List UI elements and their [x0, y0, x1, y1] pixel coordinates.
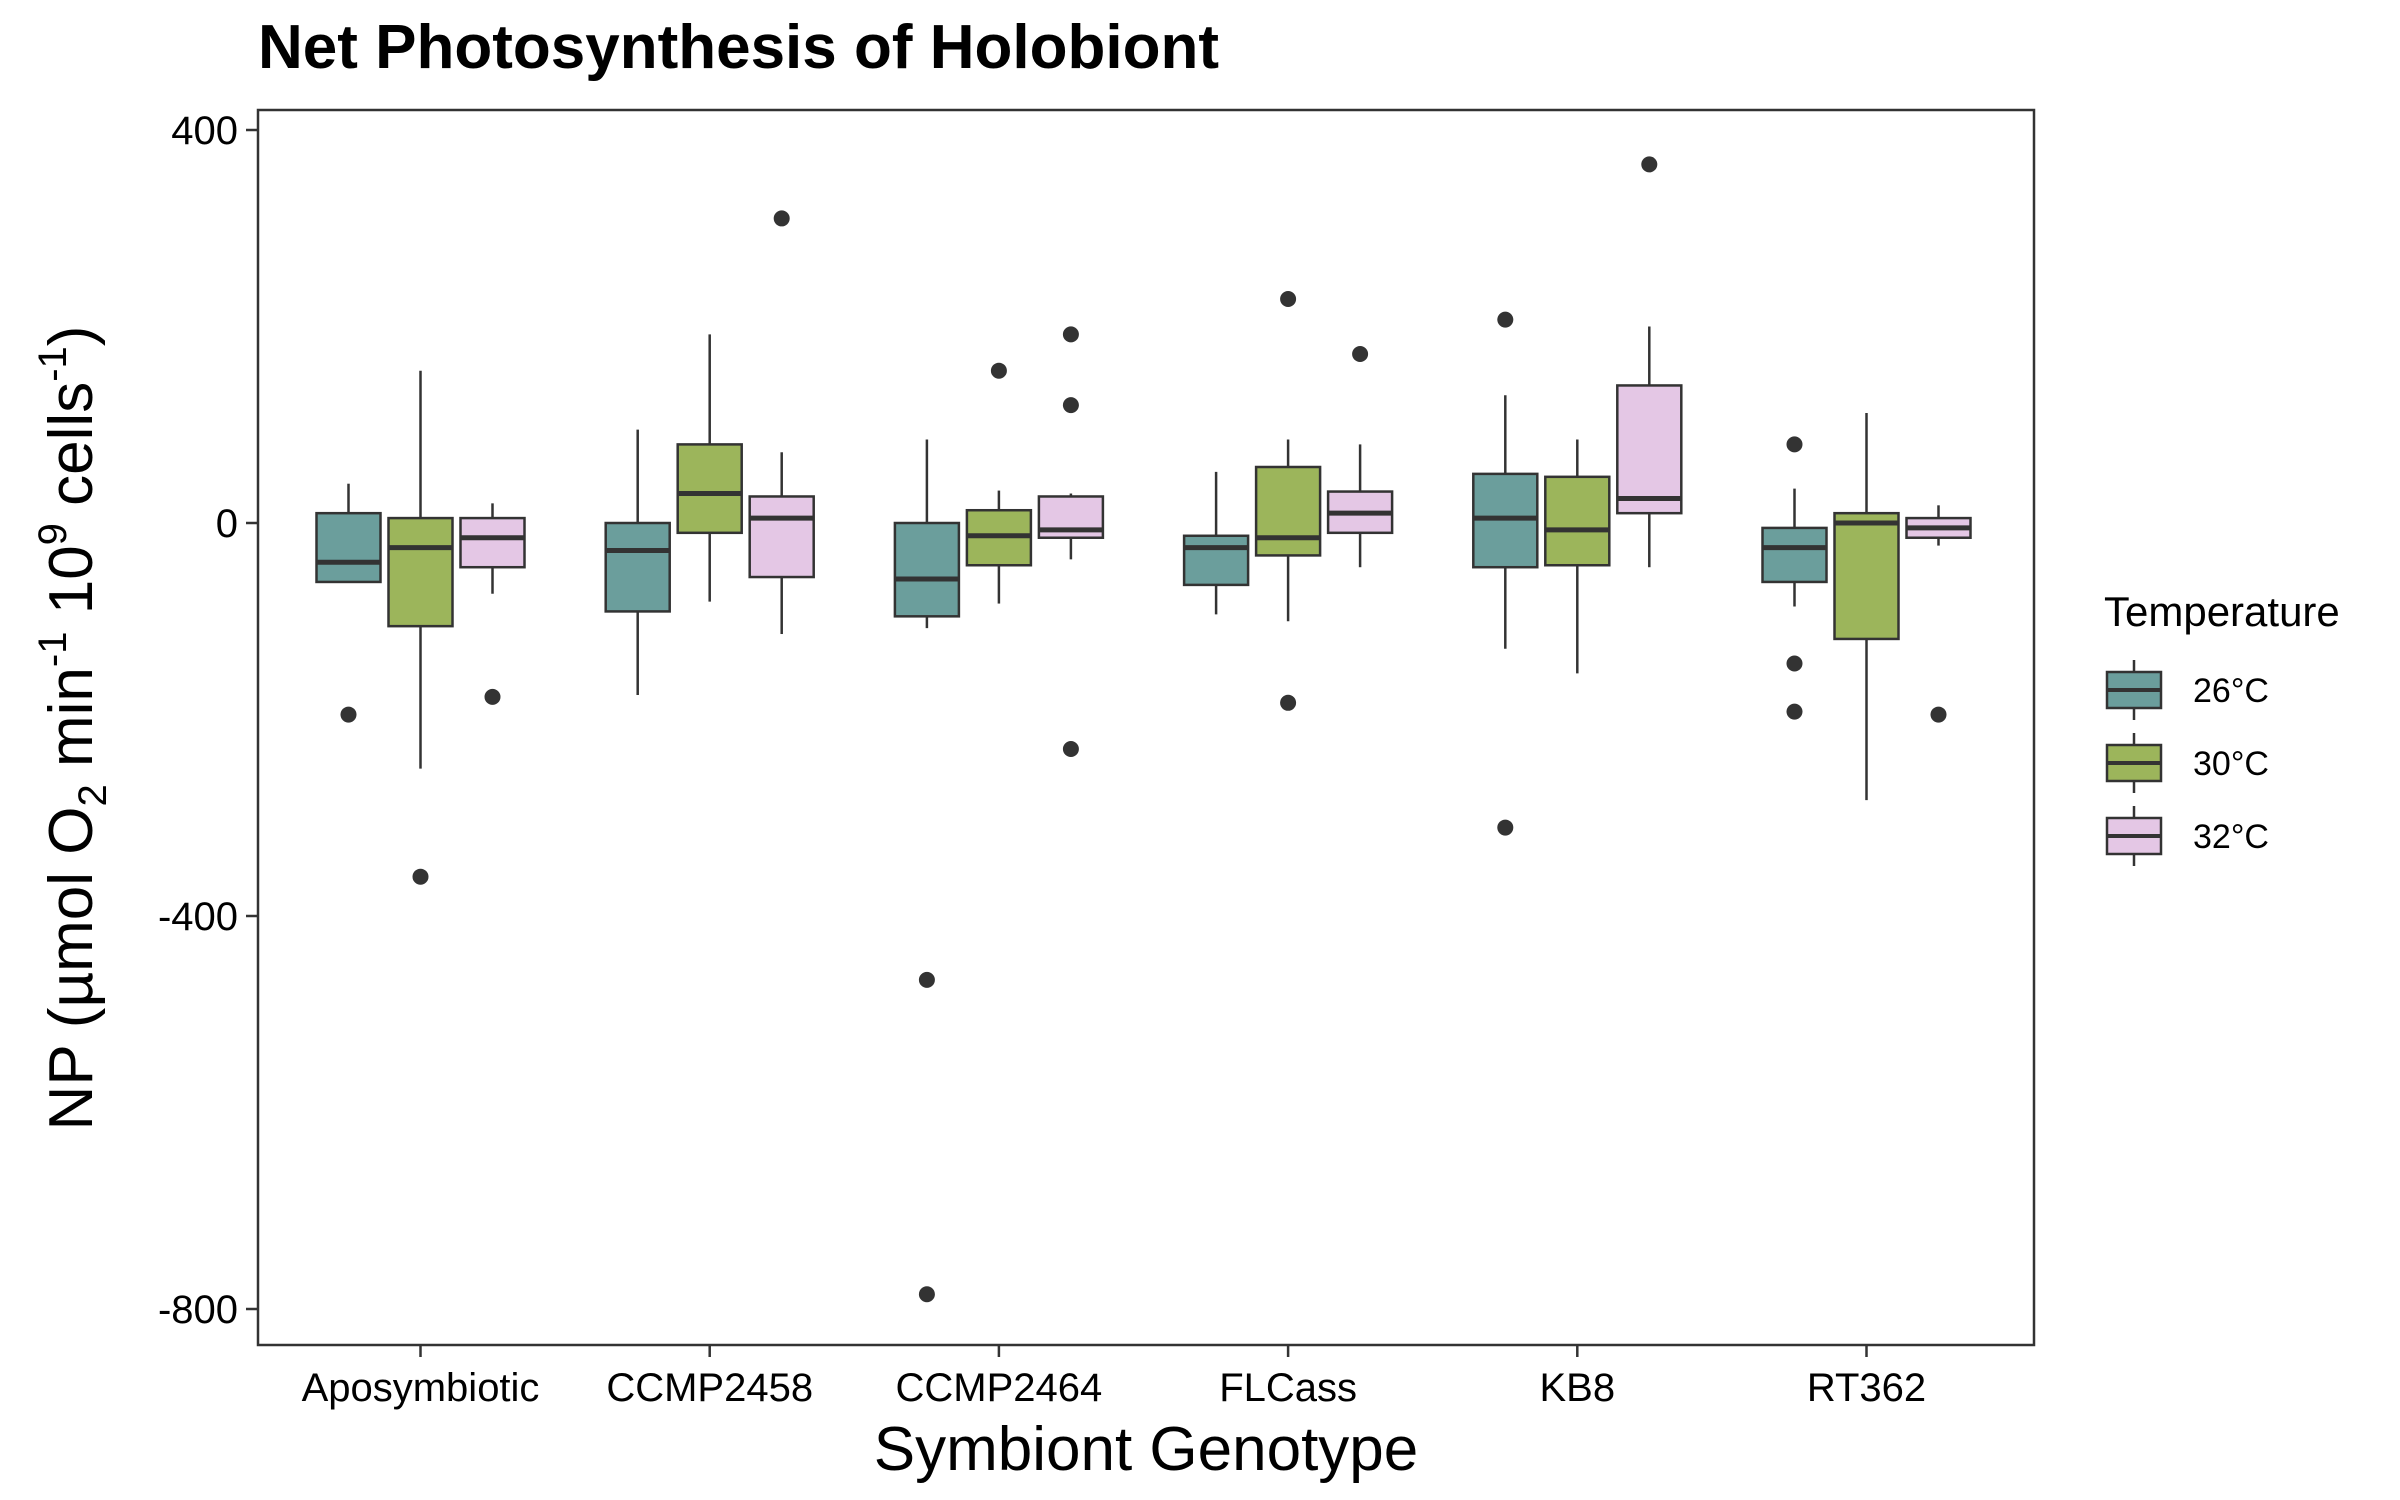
y-tick-label: 0 [216, 502, 238, 546]
legend-keys: 26°C 30°C 32°C [2105, 660, 2269, 866]
y-axis-title-cells-sup: -1 [31, 346, 75, 382]
box-RT362-26°C [1761, 436, 1828, 720]
x-tick-label: Aposymbiotic [302, 1366, 540, 1410]
outlier-point [990, 362, 1007, 379]
outlier-point [1930, 706, 1947, 723]
legend-key-26°C: 26°C [2105, 660, 2269, 720]
legend-label: 32°C [2193, 818, 2269, 856]
legend-key-30°C: 30°C [2105, 733, 2269, 793]
y-axis-title-suffix: ) [37, 326, 106, 347]
y-axis-title-ten: 10 [37, 545, 106, 631]
y-axis-title: NP (µmol O2 min-1 109 cells-1) [31, 326, 115, 1131]
outlier-point [1786, 655, 1803, 672]
y-tick-label: -800 [158, 1288, 238, 1332]
box-CCMP2464-26°C [893, 439, 961, 1303]
box-body [1544, 475, 1611, 567]
box-CCMP2464-32°C [1037, 326, 1105, 757]
box-body [1254, 465, 1322, 557]
box-body [1761, 526, 1828, 584]
outlier-point [1786, 703, 1803, 720]
box-CCMP2458-30°C [676, 334, 743, 602]
box-KB8-30°C [1544, 439, 1611, 674]
box-CCMP2458-26°C [604, 429, 671, 695]
y-axis-title-cells: cells [37, 382, 106, 523]
outlier-point [1641, 156, 1658, 173]
legend: Temperature 26°C 30°C 32°C [2104, 588, 2340, 866]
x-tick-label: KB8 [1539, 1366, 1615, 1410]
box-body [459, 516, 526, 569]
outlier-point [1497, 819, 1514, 836]
y-axis-title-min: min [37, 667, 106, 784]
outlier-point [1280, 694, 1297, 711]
box-RT362-30°C [1833, 412, 1900, 801]
y-axis-title-o2-sub: 2 [71, 784, 115, 806]
outlier-point [1497, 311, 1514, 328]
box-FLCass-26°C [1182, 471, 1250, 615]
x-tick-label: RT362 [1807, 1366, 1926, 1410]
legend-label: 30°C [2193, 745, 2269, 783]
chart-title: Net Photosynthesis of Holobiont [258, 13, 1219, 82]
outlier-point [1786, 436, 1803, 453]
outlier-point [340, 706, 357, 723]
legend-title: Temperature [2104, 588, 2340, 635]
outlier-point [918, 1286, 935, 1303]
box-body [387, 516, 454, 628]
box-KB8-26°C [1472, 311, 1539, 836]
outlier-point [484, 688, 501, 705]
y-axis-title-prefix: NP (µmol O [37, 806, 106, 1130]
outlier-point [1062, 740, 1079, 757]
outlier-point [1062, 326, 1079, 343]
outlier-point [773, 210, 790, 227]
box-CCMP2464-30°C [965, 362, 1033, 604]
box-Aposymbiotic-30°C [387, 370, 454, 885]
box-body [1616, 384, 1683, 515]
outlier-point [918, 971, 935, 988]
x-tick-label: FLCass [1219, 1366, 1357, 1410]
outlier-point [1280, 290, 1297, 307]
box-body [315, 511, 382, 584]
box-body [1182, 534, 1250, 587]
box-FLCass-32°C [1326, 346, 1394, 568]
y-axis: 400 0 -400 -800 [158, 109, 258, 1332]
outlier-point [1352, 346, 1369, 363]
x-axis: Aposymbiotic CCMP2458 CCMP2464 FLCass KB8 RT3… [302, 1345, 1926, 1410]
legend-label: 26°C [2193, 672, 2269, 710]
outlier-point [1062, 397, 1079, 414]
boxes-layer [315, 156, 1972, 1303]
y-tick-label: 400 [171, 109, 238, 153]
x-tick-label: CCMP2458 [606, 1366, 813, 1410]
box-body [676, 443, 743, 535]
y-axis-title-ten-sup: 9 [31, 523, 75, 545]
y-tick-label: -400 [158, 895, 238, 939]
box-body [604, 521, 671, 613]
outlier-point [412, 868, 429, 885]
box-body [1833, 511, 1900, 641]
box-FLCass-30°C [1254, 290, 1322, 711]
x-axis-title: Symbiont Genotype [874, 1415, 1419, 1484]
legend-key-32°C: 32°C [2105, 806, 2269, 866]
box-KB8-32°C [1616, 156, 1683, 568]
box-RT362-32°C [1905, 505, 1972, 723]
box-CCMP2458-32°C [748, 210, 815, 635]
box-body [748, 495, 815, 579]
plot-panel [256, 108, 2036, 1347]
box-Aposymbiotic-26°C [315, 483, 382, 723]
x-tick-label: CCMP2464 [896, 1366, 1103, 1410]
box-Aposymbiotic-32°C [459, 503, 526, 705]
box-body [893, 521, 961, 618]
y-axis-title-min-sup: -1 [31, 632, 75, 668]
